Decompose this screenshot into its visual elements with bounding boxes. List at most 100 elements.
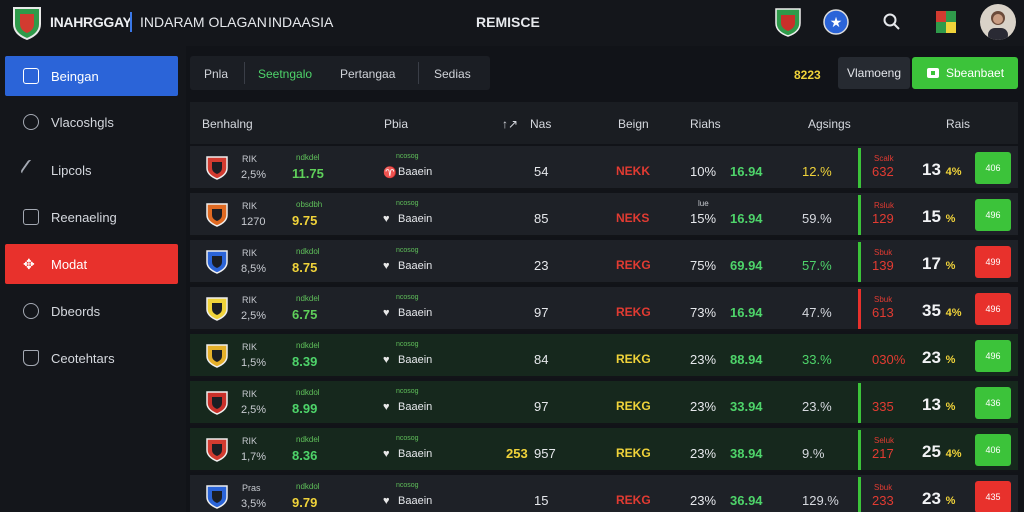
- score-suffix: %: [945, 354, 956, 366]
- market-name[interactable]: Baaein: [398, 354, 433, 366]
- tab-pertangaa[interactable]: Pertangaa: [340, 67, 396, 81]
- score-number: 13: [922, 395, 941, 414]
- column-header[interactable]: Pbia: [384, 117, 409, 131]
- tab-seetngalo[interactable]: Seetngalo: [258, 67, 313, 81]
- column-header[interactable]: Rais: [946, 117, 971, 131]
- table-row[interactable]: RIK 1,7% ndkdel 8.36 ncosog ♥ Baaein 253 957 REKG…: [190, 428, 1018, 472]
- team-crest-icon[interactable]: [772, 6, 804, 38]
- rating-value[interactable]: 36.94: [730, 493, 763, 508]
- team-rate: 2,5%: [241, 310, 267, 322]
- sidebar-item-vlacoshgls[interactable]: Vlacoshgls: [5, 102, 178, 142]
- column-header[interactable]: Agsings: [808, 117, 851, 131]
- column-header[interactable]: Benhalng: [202, 117, 253, 131]
- nav-link-primary[interactable]: INDARAM OLAGAN: [140, 14, 267, 30]
- change-value: 57.%: [802, 258, 832, 273]
- star-badge-icon[interactable]: ★: [820, 6, 852, 38]
- sidebar-item-reenaeling[interactable]: Reenaeling: [5, 197, 178, 237]
- sort-arrow-icon[interactable]: ↑↗: [502, 117, 519, 131]
- column-header[interactable]: Beign: [618, 117, 649, 131]
- odds-value[interactable]: 9.79: [292, 495, 318, 510]
- rating-value[interactable]: 38.94: [730, 446, 763, 461]
- bet-pill-button[interactable]: 496: [975, 199, 1011, 231]
- rating-value[interactable]: 16.94: [730, 164, 763, 179]
- risk-label: Rsluk: [874, 201, 895, 210]
- table-row[interactable]: Pras 3,5% ndkdol 9.79 ncosog ♥ Baaein 15 REKG 23%…: [190, 475, 1018, 512]
- bet-pill-button[interactable]: 496: [975, 293, 1011, 325]
- bet-pill-button[interactable]: 496: [975, 340, 1011, 372]
- rating-value[interactable]: 16.94: [730, 305, 763, 320]
- secondary-button[interactable]: Vlamoeng: [838, 57, 910, 89]
- team-crest-icon: [206, 344, 228, 368]
- market-name[interactable]: Baaein: [398, 307, 433, 319]
- sidebar: Beingan Vlacoshgls Lipcols Reenaeling ✥ …: [0, 46, 186, 512]
- market-label: ncosog: [396, 153, 419, 160]
- bet-pill-button[interactable]: 435: [975, 481, 1011, 512]
- odds-label: ndkdol: [296, 247, 320, 256]
- sidebar-item-ceotehtars[interactable]: Ceotehtars: [5, 338, 178, 378]
- primary-button[interactable]: Sbeanbaet: [912, 57, 1018, 89]
- odds-value[interactable]: 11.75: [292, 166, 324, 181]
- bet-pill-label: 435: [985, 492, 1001, 502]
- sidebar-item-dbeords[interactable]: Dbeords: [5, 291, 178, 331]
- nav-link-secondary[interactable]: INDAASIA: [268, 14, 334, 30]
- odds-value[interactable]: 9.75: [292, 213, 318, 228]
- table-row[interactable]: RIK 1270 obsdbh 9.75 ncosog ♥ Baaein 85 NEKS lue 1…: [190, 193, 1018, 237]
- table-row[interactable]: RIK 8,5% ndkdol 8.75 ncosog ♥ Baaein 23 REKG 75% 6…: [190, 240, 1018, 284]
- table-row[interactable]: RIK 2,5% ndkdel 6.75 ncosog ♥ Baaein 97 REKG 73% 1…: [190, 287, 1018, 331]
- odds-value[interactable]: 8.99: [292, 401, 318, 416]
- percent-value: 23%: [690, 446, 717, 461]
- odds-value[interactable]: 8.39: [292, 354, 318, 369]
- user-avatar[interactable]: [980, 4, 1016, 40]
- search-icon[interactable]: [876, 6, 908, 38]
- risk-value: 632: [872, 164, 894, 179]
- column-header[interactable]: Nas: [530, 117, 552, 131]
- flag-icon[interactable]: [930, 6, 962, 38]
- bet-pill-button[interactable]: 436: [975, 387, 1011, 419]
- bet-pill-label: 496: [985, 304, 1001, 314]
- risk-label: Sbuk: [874, 483, 893, 492]
- market-icon: ♥: [383, 260, 390, 272]
- sidebar-item-label: Ceotehtars: [51, 350, 115, 366]
- odds-value[interactable]: 8.75: [292, 260, 318, 275]
- table-row[interactable]: RIK 2,5% ndkdel 11.75 ncosog ♈ Baaein 54 NEKK 10%…: [190, 146, 1018, 190]
- odds-label: obsdbh: [296, 200, 323, 209]
- odds-label: ndkdel: [296, 435, 320, 444]
- team-rate: 2,5%: [241, 404, 267, 416]
- market-icon: ♥: [383, 354, 390, 366]
- rating-value[interactable]: 33.94: [730, 399, 763, 414]
- brand-logo-icon[interactable]: [12, 6, 42, 41]
- score-number: 25: [922, 442, 941, 461]
- bet-pill-button[interactable]: 406: [975, 152, 1011, 184]
- market-name[interactable]: Baaein: [398, 213, 433, 225]
- score-number: 15: [922, 207, 941, 226]
- change-value: 9.%: [802, 446, 825, 461]
- bet-pill-button[interactable]: 406: [975, 434, 1011, 466]
- rating-value[interactable]: 88.94: [730, 352, 763, 367]
- status-badge: NEKS: [616, 211, 650, 225]
- table-row[interactable]: RIK 2,5% ndkdol 8.99 ncosog ♥ Baaein 97 REKG 23% 3…: [190, 381, 1018, 425]
- risk-value: 217: [872, 446, 894, 461]
- team-rate: 1270: [241, 216, 266, 228]
- column-header[interactable]: Riahs: [690, 117, 721, 131]
- table-row[interactable]: RIK 1,5% ndkdel 8.39 ncosog ♥ Baaein 84 REKG 23% 8…: [190, 334, 1018, 378]
- odds-value[interactable]: 8.36: [292, 448, 318, 463]
- sidebar-item-beingan[interactable]: Beingan: [5, 56, 178, 96]
- sidebar-item-modat[interactable]: ✥ Modat: [5, 244, 178, 284]
- market-name[interactable]: Baaein: [398, 448, 433, 460]
- market-name[interactable]: Baaein: [398, 401, 433, 413]
- odds-value[interactable]: 6.75: [292, 307, 318, 322]
- market-name[interactable]: Baaein: [398, 495, 433, 507]
- svg-text:★: ★: [830, 15, 843, 31]
- tab-pnla[interactable]: Pnla: [204, 67, 229, 81]
- brand-name[interactable]: INAHRGGAY: [50, 14, 132, 30]
- market-name[interactable]: Baaein: [398, 260, 433, 272]
- tab-sedias[interactable]: Sedias: [434, 67, 471, 81]
- market-name[interactable]: Baaein: [398, 166, 433, 178]
- rating-value[interactable]: 16.94: [730, 211, 763, 226]
- bet-pill-button[interactable]: 499: [975, 246, 1011, 278]
- rating-value[interactable]: 69.94: [730, 258, 763, 273]
- team-crest-icon: [206, 485, 228, 509]
- trend-bar: [858, 242, 861, 282]
- sidebar-item-lipcols[interactable]: Lipcols: [5, 150, 178, 190]
- extra-value: 253: [506, 446, 528, 461]
